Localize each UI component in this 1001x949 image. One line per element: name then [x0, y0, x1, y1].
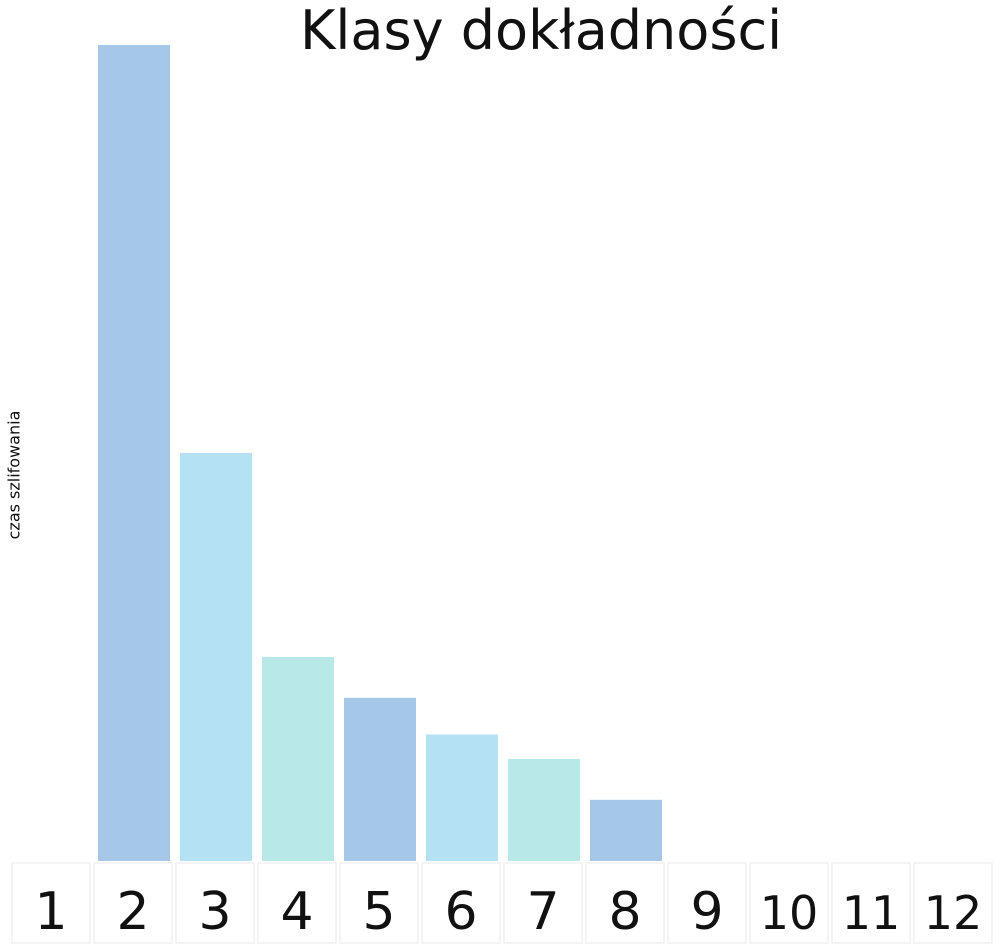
x-tick-label-12: 12 — [924, 886, 983, 940]
x-tick-label-8: 8 — [608, 882, 641, 942]
x-tick-label-7: 7 — [526, 882, 559, 942]
x-tick-label-2: 2 — [116, 882, 149, 942]
x-tick-label-1: 1 — [34, 882, 67, 942]
x-tick-label-3: 3 — [198, 882, 231, 942]
x-tick-label-11: 11 — [842, 886, 901, 940]
bar-8 — [590, 799, 662, 861]
x-tick-label-4: 4 — [280, 882, 313, 942]
x-tick-label-9: 9 — [690, 882, 723, 942]
chart-title: Klasy dokładności — [300, 0, 783, 62]
x-tick-box-5 — [339, 862, 419, 944]
x-tick-box-1 — [11, 862, 91, 944]
x-tick-box-10 — [749, 862, 829, 944]
bar-4 — [262, 657, 334, 861]
x-tick-box-11 — [831, 862, 911, 944]
x-tick-box-9 — [667, 862, 747, 944]
x-tick-box-4 — [257, 862, 337, 944]
bar-7 — [508, 759, 580, 861]
bar-6 — [426, 734, 498, 861]
x-tick-box-12 — [913, 862, 993, 944]
bar-5 — [344, 697, 416, 861]
y-axis-label: czas szlifowania — [4, 410, 24, 540]
x-tick-box-3 — [175, 862, 255, 944]
x-tick-label-10: 10 — [760, 886, 819, 940]
x-tick-box-6 — [421, 862, 501, 944]
x-tick-label-5: 5 — [362, 882, 395, 942]
x-tick-label-6: 6 — [444, 882, 477, 942]
bar-3 — [180, 453, 252, 861]
x-tick-box-7 — [503, 862, 583, 944]
x-tick-box-2 — [93, 862, 173, 944]
x-tick-box-8 — [585, 862, 665, 944]
bar-2 — [98, 45, 170, 861]
